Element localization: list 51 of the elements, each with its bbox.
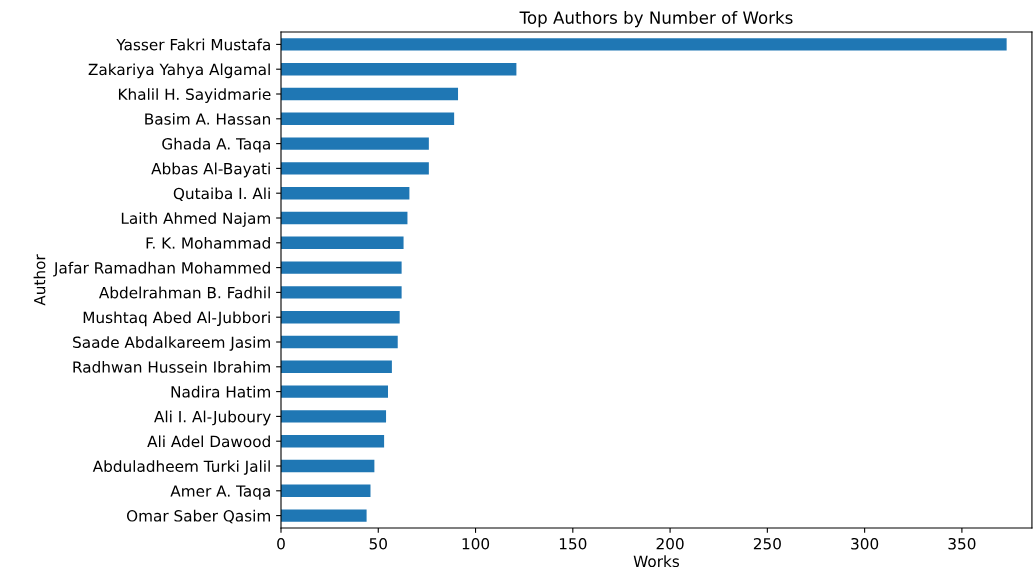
bar: [281, 410, 387, 423]
bar: [281, 459, 375, 473]
y-tick-label: Nadira Hatim: [171, 385, 270, 398]
bar: [281, 236, 404, 249]
bar: [281, 484, 371, 497]
x-tick-label: 350: [948, 537, 976, 550]
x-tick-label: 300: [851, 537, 879, 550]
bar: [281, 435, 385, 448]
y-tick-label: Radhwan Hussein Ibrahim: [73, 361, 270, 373]
bar: [281, 87, 459, 101]
y-tick-label: Zakariya Yahya Algamal: [88, 63, 270, 79]
chart-title: Top Authors by Number of Works: [519, 11, 793, 28]
bar: [281, 509, 367, 522]
x-tick-label: 200: [656, 537, 684, 550]
y-axis-title: Author: [33, 254, 46, 306]
x-tick-label: 150: [559, 537, 587, 550]
y-tick-label: Ghada A. Taqa: [162, 137, 270, 153]
y-tick-label: Omar Saber Qasim: [126, 509, 270, 524]
bar: [281, 162, 429, 175]
y-tick-label: Abbas Al-Bayati: [151, 162, 270, 178]
y-tick-label: Qutaiba I. Ali: [173, 187, 270, 201]
y-tick-label: Mushtaq Abed Al-Jubbori: [83, 311, 270, 327]
y-tick-label: Ali I. Al-Juboury: [154, 410, 271, 426]
y-tick-label: Basim A. Hassan: [145, 113, 270, 125]
bar: [281, 211, 408, 225]
bar: [281, 360, 392, 373]
bar: [281, 187, 410, 200]
x-tick-label: 50: [369, 537, 387, 550]
bar: [281, 311, 400, 324]
bar: [281, 385, 388, 398]
y-tick-label: Yasser Fakri Mustafa: [116, 38, 270, 51]
bar: [281, 137, 429, 150]
bar: [281, 63, 517, 76]
y-tick-label: F. K. Mohammad: [146, 237, 270, 249]
bar: [281, 261, 402, 274]
bar: [281, 286, 402, 299]
x-tick-label: 0: [277, 537, 285, 550]
y-tick-label: Jafar Ramadhan Mohammed: [53, 261, 270, 277]
bar: [281, 335, 398, 349]
x-tick-label: 250: [753, 537, 781, 550]
x-axis-title: Works: [633, 555, 680, 568]
bar: [281, 38, 1007, 51]
bar: [281, 112, 455, 125]
y-tick-label: Abdelrahman B. Fadhil: [98, 286, 270, 299]
y-tick-label: Amer A. Taqa: [170, 485, 270, 500]
y-tick-label: Saade Abdalkareem Jasim: [73, 336, 270, 351]
y-tick-label: Khalil H. Sayidmarie: [118, 88, 271, 103]
x-tick-label: 100: [462, 537, 490, 550]
y-tick-label: Laith Ahmed Najam: [121, 212, 270, 227]
y-tick-label: Abduladheem Turki Jalil: [92, 460, 270, 475]
y-tick-label: Ali Adel Dawood: [147, 435, 270, 448]
